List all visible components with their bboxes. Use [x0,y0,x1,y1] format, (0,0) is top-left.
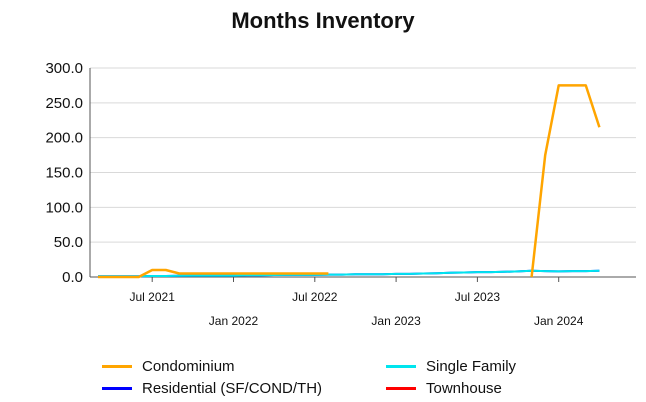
y-tick-label: 100.0 [45,199,83,216]
legend-label-townhouse: Townhouse [426,379,502,397]
legend-swatch-condominium [102,364,132,368]
legend-swatch-townhouse [386,386,416,390]
y-tick-label: 300.0 [45,60,83,77]
chart-title: Months Inventory [231,8,415,33]
chart-legend: Condominium Single Family Residential (S… [0,352,646,398]
x-tick-label: Jul 2021 [130,290,176,304]
legend-label-residential: Residential (SF/COND/TH) [142,379,323,397]
line-chart-plot: 300.0 250.0 200.0 150.0 100.0 50.0 0.0 Jul 2021… [45,60,636,328]
legend-label-single-family: Single Family [426,357,517,375]
x-tick-label: Jul 2023 [455,290,501,304]
series-line-single-family [98,269,600,278]
legend-item-condominium: Condominium [102,356,235,376]
x-tick-label: Jan 2024 [534,314,584,328]
y-tick-label: 200.0 [45,130,83,147]
x-tick-label: Jan 2022 [209,314,259,328]
y-tick-label: 50.0 [54,234,83,251]
legend-item-residential: Residential (SF/COND/TH) [102,378,322,398]
legend-label-condominium: Condominium [142,357,235,375]
x-tick-label: Jan 2023 [371,314,421,328]
legend-item-townhouse: Townhouse [386,378,502,398]
y-tick-label: 0.0 [62,269,83,286]
y-tick-label: 250.0 [45,95,83,112]
legend-swatch-residential [102,386,132,390]
x-tick-label: Jul 2022 [292,290,338,304]
y-tick-label: 150.0 [45,165,83,182]
legend-swatch-single-family [386,364,416,368]
series-line-condominium [98,84,601,279]
legend-item-single-family: Single Family [386,356,516,376]
